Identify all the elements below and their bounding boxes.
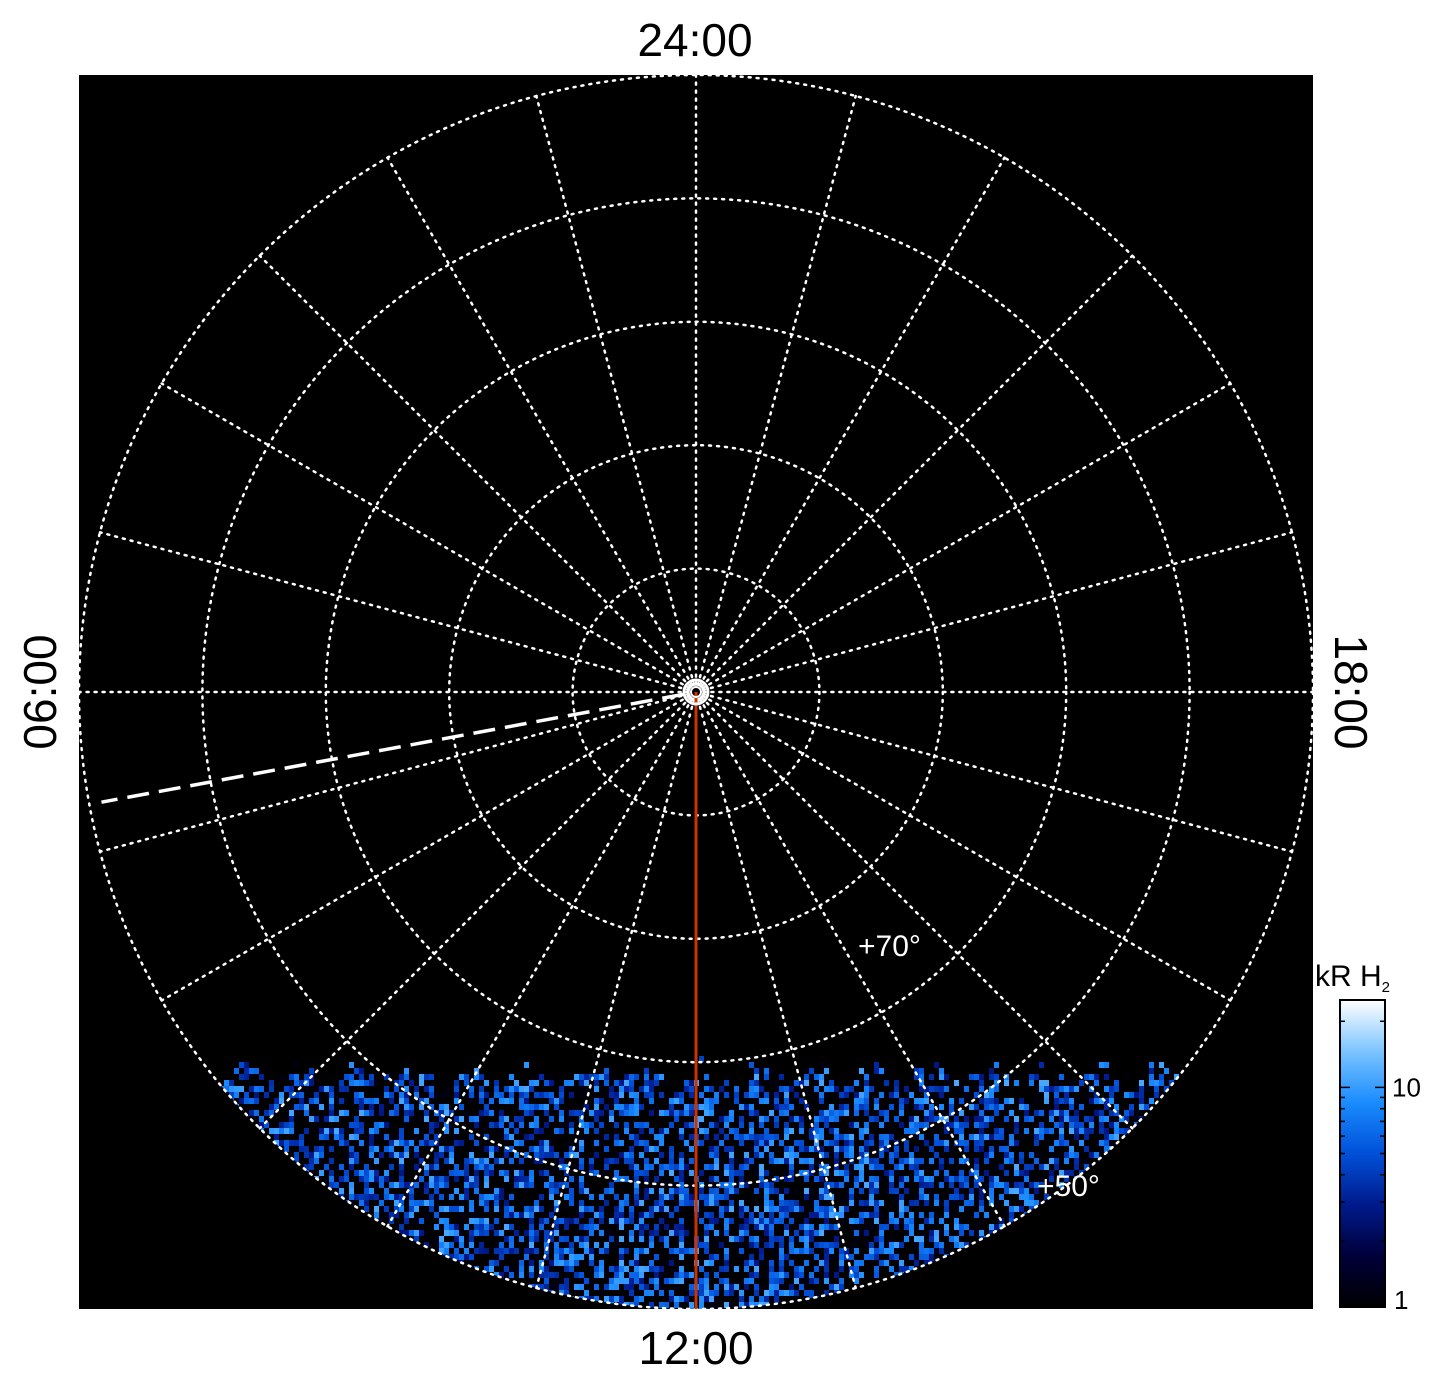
local-time-label-left: 06:00 bbox=[14, 634, 66, 749]
local-time-spoke bbox=[160, 694, 691, 1002]
local-time-spoke bbox=[698, 156, 1006, 687]
colorbar-label: kR H2 bbox=[1315, 960, 1390, 996]
local-time-spoke bbox=[386, 156, 694, 687]
local-time-label-bottom: 12:00 bbox=[638, 1322, 753, 1374]
local-time-spoke bbox=[701, 692, 1294, 853]
local-time-spoke bbox=[701, 694, 1232, 1002]
dashed-marker-line bbox=[101, 692, 685, 804]
local-time-spoke bbox=[699, 695, 1134, 1130]
local-time-spoke bbox=[258, 695, 693, 1130]
local-time-spoke bbox=[258, 254, 693, 689]
colorbar-label-subscript: 2 bbox=[1382, 979, 1390, 996]
colorbar-label-main: kR H bbox=[1315, 960, 1382, 993]
colorbar: kR H2 10 1 bbox=[1315, 960, 1421, 1315]
pole-marker-outer bbox=[682, 678, 710, 706]
local-time-label-top: 24:00 bbox=[637, 14, 752, 66]
local-time-spoke bbox=[535, 94, 696, 687]
local-time-spoke bbox=[696, 94, 857, 687]
local-time-spoke bbox=[701, 382, 1232, 690]
local-time-spoke bbox=[160, 382, 691, 690]
local-time-spoke bbox=[696, 697, 857, 1290]
local-time-spoke bbox=[701, 531, 1294, 692]
local-time-grid bbox=[79, 75, 1313, 1309]
local-time-label-right: 18:00 bbox=[1325, 634, 1377, 749]
latitude-label-50: +50° bbox=[1037, 1170, 1100, 1203]
colorbar-tick-label-1: 1 bbox=[1394, 1285, 1408, 1315]
pole-marker-inner bbox=[690, 686, 702, 698]
local-time-spoke bbox=[98, 692, 691, 853]
latitude-label-70: +70° bbox=[858, 930, 921, 963]
colorbar-ramp bbox=[1339, 999, 1386, 1308]
local-time-spoke bbox=[98, 531, 691, 692]
local-time-spoke bbox=[699, 254, 1134, 689]
local-time-spoke bbox=[535, 697, 696, 1290]
local-time-spoke bbox=[386, 697, 694, 1228]
emission-heatmap bbox=[219, 1056, 1179, 1309]
colorbar-tick-label-10: 10 bbox=[1392, 1072, 1421, 1102]
local-time-spoke bbox=[698, 697, 1006, 1228]
